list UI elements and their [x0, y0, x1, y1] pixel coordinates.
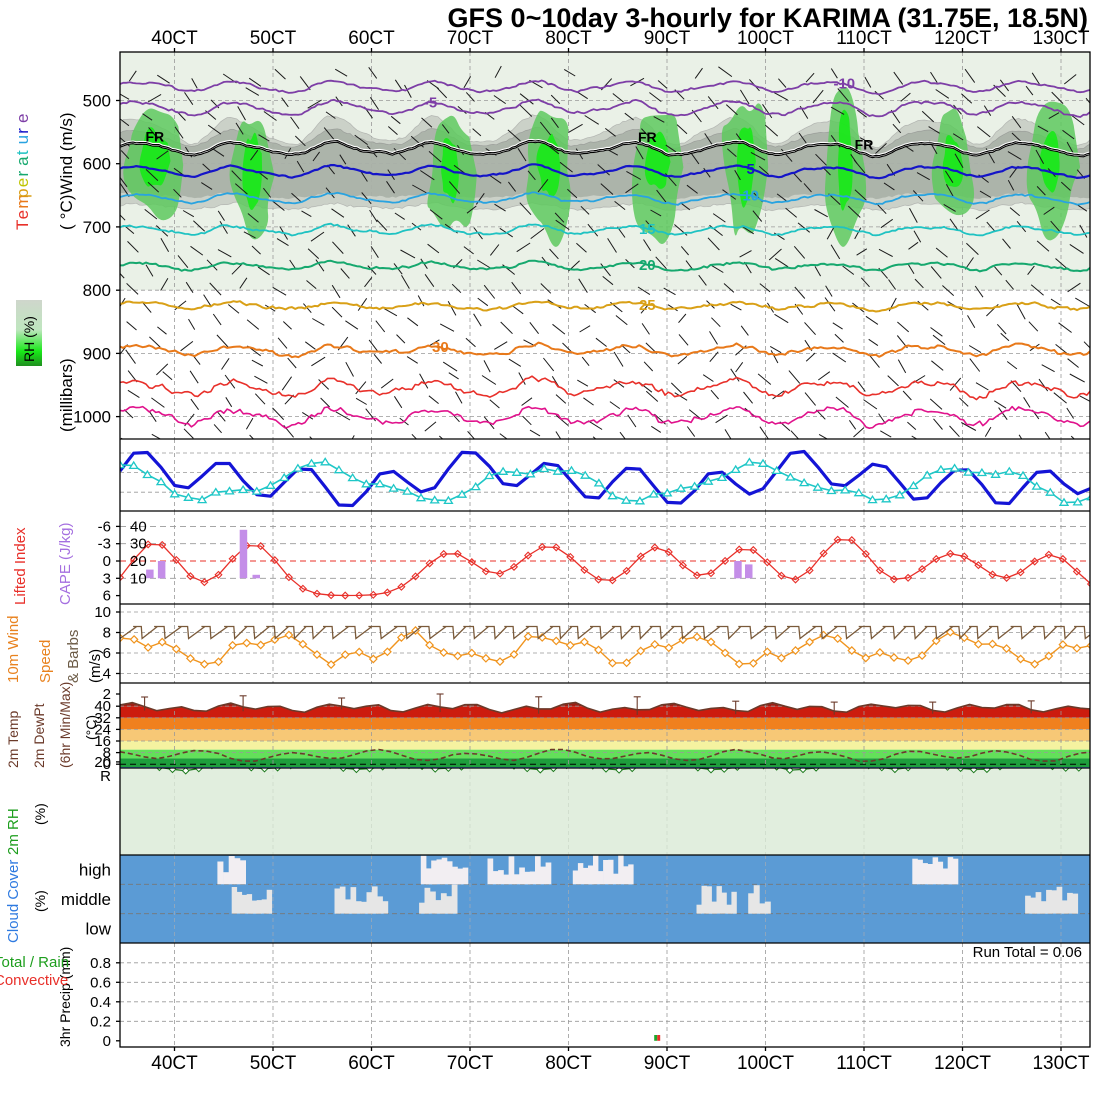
svg-text:e: e — [13, 210, 32, 219]
svg-text:u: u — [13, 135, 32, 144]
svg-text:80CT: 80CT — [545, 28, 592, 49]
svg-text:& Barbs: & Barbs — [65, 630, 82, 683]
svg-text:middle: middle — [61, 890, 111, 909]
svg-text:0: 0 — [103, 1033, 111, 1050]
svg-text:120CT: 120CT — [934, 1053, 991, 1074]
svg-text:Lifted Index: Lifted Index — [12, 527, 29, 605]
svg-text:60CT: 60CT — [348, 28, 395, 49]
svg-text:100CT: 100CT — [737, 1053, 794, 1074]
svg-text:900: 900 — [83, 344, 111, 363]
svg-text:(millibars): (millibars) — [57, 358, 76, 432]
svg-text:0: 0 — [103, 553, 111, 570]
svg-text:20: 20 — [94, 754, 111, 771]
svg-text:p: p — [13, 188, 32, 197]
svg-text:t: t — [13, 150, 32, 155]
svg-text:500: 500 — [83, 92, 111, 111]
svg-text:Speed: Speed — [37, 640, 54, 683]
svg-text:(: ( — [57, 224, 76, 230]
svg-text:800: 800 — [83, 281, 111, 300]
svg-text:CAPE (J/kg): CAPE (J/kg) — [57, 522, 74, 605]
svg-text:25: 25 — [639, 297, 656, 314]
svg-text:T: T — [13, 220, 32, 230]
svg-text:10: 10 — [94, 604, 111, 621]
svg-text:FR: FR — [145, 129, 164, 145]
svg-text:70CT: 70CT — [447, 28, 494, 49]
svg-text:60CT: 60CT — [348, 1053, 395, 1074]
svg-text:(%): (%) — [32, 890, 48, 912]
svg-text:e: e — [13, 114, 32, 123]
svg-text:-10: -10 — [833, 76, 855, 93]
svg-text:Convective: Convective — [0, 972, 68, 989]
svg-text:80CT: 80CT — [545, 1053, 592, 1074]
svg-text:70CT: 70CT — [447, 1053, 494, 1074]
svg-text:0.6: 0.6 — [90, 974, 111, 991]
svg-text:FR: FR — [638, 129, 657, 145]
svg-text:-6: -6 — [98, 518, 111, 535]
svg-text:0.4: 0.4 — [90, 994, 111, 1011]
svg-text:120CT: 120CT — [934, 28, 991, 49]
svg-text:10m Wind: 10m Wind — [5, 615, 22, 683]
svg-text:Run Total = 0.06: Run Total = 0.06 — [973, 944, 1082, 961]
svg-text:40CT: 40CT — [151, 28, 198, 49]
svg-text:(m/s): (m/s) — [87, 649, 104, 683]
svg-text:FR: FR — [855, 137, 874, 153]
svg-text:-5: -5 — [424, 94, 437, 111]
svg-text:-3: -3 — [98, 536, 111, 553]
svg-text:3: 3 — [103, 570, 111, 587]
svg-text:RH (%): RH (%) — [21, 316, 37, 362]
svg-text:5: 5 — [747, 161, 755, 178]
svg-text:90CT: 90CT — [644, 28, 691, 49]
svg-text:30: 30 — [432, 339, 449, 356]
svg-text:50CT: 50CT — [250, 28, 297, 49]
svg-text:15: 15 — [639, 221, 656, 238]
svg-text:20: 20 — [130, 553, 147, 570]
svg-text:50CT: 50CT — [250, 1053, 297, 1074]
svg-text:8: 8 — [103, 625, 111, 642]
svg-text:130CT: 130CT — [1032, 1053, 1089, 1074]
svg-text:2m DewPt: 2m DewPt — [31, 703, 47, 768]
svg-text:100CT: 100CT — [737, 28, 794, 49]
svg-text:low: low — [85, 919, 111, 938]
svg-text:110CT: 110CT — [836, 1053, 892, 1074]
svg-text:10: 10 — [742, 188, 759, 205]
svg-text:Total / Rain: Total / Rain — [0, 954, 69, 971]
svg-text:r: r — [13, 171, 32, 177]
svg-text:(°C): (°C) — [83, 715, 99, 740]
svg-text:1000: 1000 — [73, 408, 111, 427]
svg-text:6: 6 — [103, 588, 111, 605]
svg-text:2m RH: 2m RH — [5, 808, 22, 855]
svg-text:40: 40 — [130, 518, 147, 535]
svg-text:0.8: 0.8 — [90, 955, 111, 972]
svg-text:e: e — [13, 178, 32, 187]
svg-text:Cloud Cover: Cloud Cover — [5, 860, 22, 943]
svg-text:°C)Wind (m/s): °C)Wind (m/s) — [57, 112, 76, 219]
svg-text:600: 600 — [83, 155, 111, 174]
svg-text:30: 30 — [130, 536, 147, 553]
svg-text:130CT: 130CT — [1032, 28, 1089, 49]
svg-text:(6hr Min/Max): (6hr Min/Max) — [57, 682, 73, 768]
svg-text:(%): (%) — [32, 803, 48, 825]
svg-text:10: 10 — [130, 570, 147, 587]
svg-text:40CT: 40CT — [151, 1053, 198, 1074]
svg-text:700: 700 — [83, 218, 111, 237]
svg-text:110CT: 110CT — [836, 28, 892, 49]
svg-text:2m Temp: 2m Temp — [5, 710, 21, 768]
svg-text:90CT: 90CT — [644, 1053, 691, 1074]
svg-text:high: high — [79, 861, 111, 880]
svg-text:0.2: 0.2 — [90, 1013, 111, 1030]
svg-text:20: 20 — [639, 257, 656, 274]
svg-text:r: r — [13, 128, 32, 134]
svg-text:a: a — [13, 156, 32, 166]
